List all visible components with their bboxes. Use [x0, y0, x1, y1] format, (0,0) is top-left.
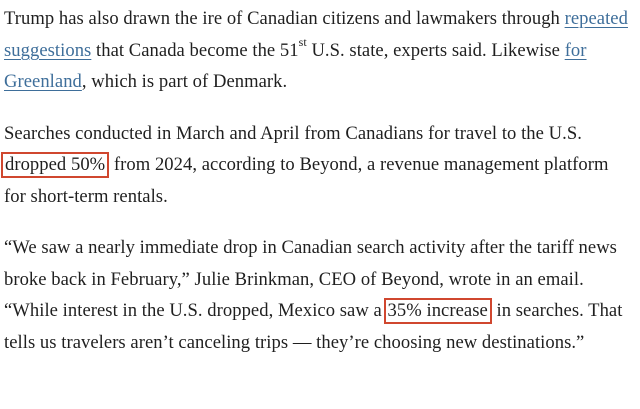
- paragraph-text: that Canada become the 51: [91, 39, 299, 61]
- paragraph-trump-ire: Trump has also drawn the ire of Canadian…: [4, 3, 634, 98]
- link-for-greenland[interactable]: for Greenland: [4, 39, 587, 93]
- paragraph-text: , which is part of Denmark.: [81, 71, 288, 92]
- article-body: Trump has also drawn the ire of Canadian…: [1, 3, 634, 378]
- paragraph-text: Searches conducted in March and April fr…: [4, 122, 582, 144]
- ordinal-superscript: st: [298, 35, 307, 50]
- paragraph-text: from 2024, according to Beyond, a revenu…: [4, 154, 609, 207]
- highlight-dropped-50-percent: dropped 50%: [1, 152, 110, 178]
- highlight-35-percent-increase: 35% increase: [383, 298, 492, 324]
- paragraph-text: U.S. state, experts said. Likewise: [306, 39, 565, 61]
- paragraph-searches-dropped: Searches conducted in March and April fr…: [1, 118, 634, 213]
- paragraph-text: in searches. That tells us travelers are…: [4, 300, 623, 353]
- paragraph-text: Trump has also drawn the ire of Canadian…: [4, 8, 565, 29]
- link-repeated-suggestions[interactable]: repeated suggestions: [4, 8, 628, 61]
- paragraph-text: “We saw a nearly immediate drop in Canad…: [4, 237, 617, 321]
- paragraph-brinkman-quote: “We saw a nearly immediate drop in Canad…: [4, 232, 634, 358]
